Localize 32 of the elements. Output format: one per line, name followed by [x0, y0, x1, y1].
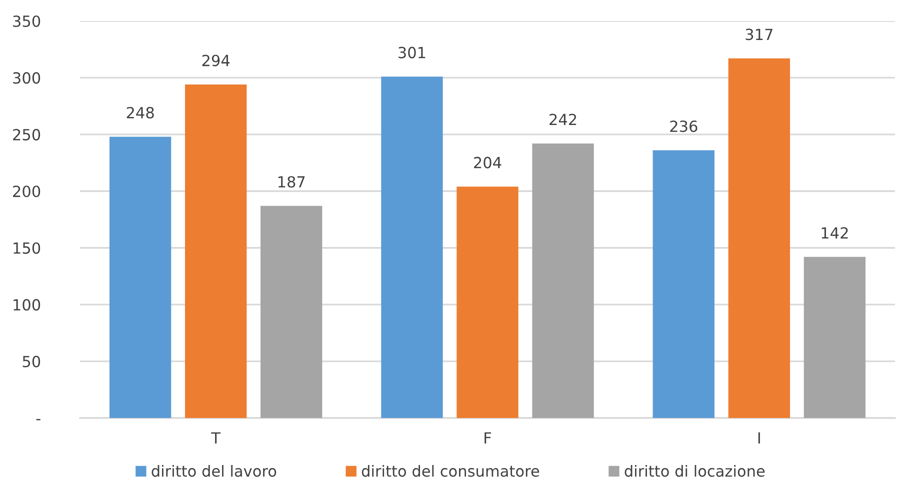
data-label: 248 [126, 106, 154, 118]
legend-label: diritto del lavoro [152, 464, 276, 477]
x-tick-label: F [484, 432, 492, 444]
legend-label: diritto del consumatore [362, 464, 540, 477]
x-tick-label: I [758, 432, 760, 444]
data-label: 204 [474, 156, 502, 168]
bar [260, 206, 322, 418]
bar [728, 58, 790, 418]
y-tick-label: 200 [13, 186, 40, 198]
y-tick-label: 150 [14, 242, 40, 254]
legend-label: diritto di locazione [624, 464, 765, 477]
bar [185, 84, 247, 418]
data-label: 236 [670, 120, 698, 132]
data-label: 301 [398, 46, 426, 58]
data-label: 187 [278, 176, 305, 188]
x-tick-label: T [211, 432, 221, 444]
bar [109, 136, 172, 418]
data-label: 242 [550, 114, 576, 126]
bar [652, 150, 714, 418]
bar [456, 186, 518, 418]
y-tick-label: 100 [14, 299, 40, 311]
bar [381, 76, 443, 418]
data-label: 294 [202, 54, 230, 66]
data-label: 317 [746, 28, 772, 40]
y-tick-label: 50 [22, 356, 40, 368]
y-tick-label: 350 [13, 15, 40, 28]
bar [804, 256, 866, 418]
data-label: 142 [822, 227, 848, 238]
y-tick-label: - [36, 419, 40, 420]
bar [532, 144, 594, 418]
y-tick-label: 250 [13, 128, 40, 140]
y-tick-label: 300 [13, 72, 40, 84]
